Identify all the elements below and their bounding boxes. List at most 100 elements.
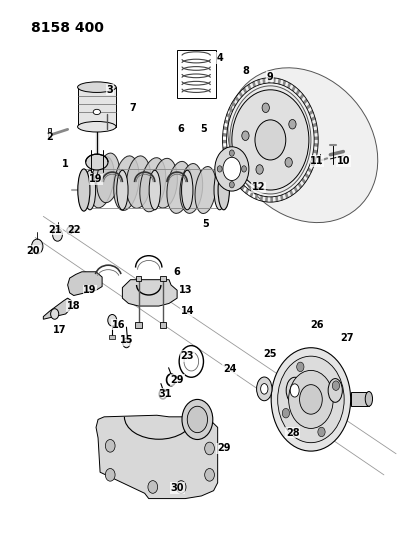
Ellipse shape bbox=[256, 377, 272, 401]
Polygon shape bbox=[275, 196, 278, 202]
Circle shape bbox=[215, 147, 249, 191]
Polygon shape bbox=[282, 80, 286, 86]
Circle shape bbox=[242, 131, 249, 141]
Text: 31: 31 bbox=[158, 389, 172, 399]
Polygon shape bbox=[313, 149, 318, 154]
Polygon shape bbox=[235, 96, 240, 102]
Circle shape bbox=[205, 469, 215, 481]
Polygon shape bbox=[43, 298, 72, 319]
Text: 24: 24 bbox=[223, 365, 237, 374]
Polygon shape bbox=[230, 170, 235, 176]
Text: 11: 11 bbox=[310, 156, 324, 166]
Ellipse shape bbox=[328, 378, 342, 402]
Polygon shape bbox=[254, 193, 258, 200]
Text: 29: 29 bbox=[217, 443, 231, 454]
Bar bbox=[78, 87, 116, 127]
Bar bbox=[160, 276, 166, 281]
Circle shape bbox=[242, 166, 247, 172]
Text: 29: 29 bbox=[171, 375, 184, 385]
Circle shape bbox=[53, 229, 62, 241]
Circle shape bbox=[297, 362, 304, 372]
Ellipse shape bbox=[84, 170, 96, 210]
Polygon shape bbox=[238, 91, 243, 98]
Polygon shape bbox=[249, 191, 254, 197]
Circle shape bbox=[332, 381, 339, 390]
Text: 9: 9 bbox=[267, 71, 274, 82]
Circle shape bbox=[217, 166, 222, 172]
Ellipse shape bbox=[78, 82, 116, 92]
Text: 4: 4 bbox=[216, 53, 223, 63]
Bar bbox=[48, 128, 51, 138]
Bar bbox=[160, 322, 166, 328]
Ellipse shape bbox=[117, 170, 128, 210]
Text: 12: 12 bbox=[252, 182, 265, 192]
Polygon shape bbox=[223, 133, 227, 137]
Text: 2: 2 bbox=[46, 132, 53, 142]
Text: 25: 25 bbox=[263, 349, 277, 359]
Text: 10: 10 bbox=[337, 156, 350, 166]
Polygon shape bbox=[273, 78, 276, 83]
Text: 14: 14 bbox=[180, 306, 194, 316]
Bar bbox=[136, 276, 141, 281]
Polygon shape bbox=[262, 78, 266, 84]
Circle shape bbox=[105, 440, 115, 452]
Polygon shape bbox=[252, 81, 256, 87]
Polygon shape bbox=[247, 84, 252, 90]
Polygon shape bbox=[224, 152, 228, 157]
Text: 28: 28 bbox=[286, 427, 300, 438]
Polygon shape bbox=[278, 78, 281, 84]
Polygon shape bbox=[314, 130, 318, 134]
Polygon shape bbox=[306, 104, 311, 110]
Polygon shape bbox=[310, 161, 314, 167]
Polygon shape bbox=[242, 87, 247, 93]
Circle shape bbox=[232, 90, 309, 190]
Polygon shape bbox=[314, 143, 318, 147]
Circle shape bbox=[205, 442, 215, 455]
Ellipse shape bbox=[85, 154, 108, 170]
Ellipse shape bbox=[286, 377, 303, 403]
Text: 16: 16 bbox=[111, 319, 125, 329]
Polygon shape bbox=[260, 196, 263, 201]
Text: 17: 17 bbox=[53, 325, 66, 335]
Text: 7: 7 bbox=[129, 103, 136, 114]
Text: 8: 8 bbox=[242, 66, 249, 76]
Text: 15: 15 bbox=[120, 335, 133, 345]
Polygon shape bbox=[298, 182, 302, 189]
Ellipse shape bbox=[290, 384, 299, 397]
Circle shape bbox=[32, 239, 43, 254]
Ellipse shape bbox=[93, 109, 101, 115]
Polygon shape bbox=[314, 136, 318, 140]
Circle shape bbox=[223, 157, 241, 181]
Polygon shape bbox=[225, 159, 230, 164]
Circle shape bbox=[289, 119, 296, 129]
Circle shape bbox=[182, 399, 213, 440]
Ellipse shape bbox=[230, 86, 311, 194]
Circle shape bbox=[229, 150, 234, 156]
Polygon shape bbox=[237, 180, 241, 187]
Polygon shape bbox=[312, 123, 317, 127]
Ellipse shape bbox=[90, 156, 114, 208]
Polygon shape bbox=[296, 89, 300, 95]
Circle shape bbox=[285, 158, 292, 167]
Polygon shape bbox=[270, 197, 273, 202]
Circle shape bbox=[318, 427, 325, 437]
Polygon shape bbox=[231, 101, 236, 107]
Polygon shape bbox=[68, 272, 102, 295]
Polygon shape bbox=[265, 197, 268, 202]
Text: 6: 6 bbox=[174, 267, 180, 277]
Text: 6: 6 bbox=[178, 124, 185, 134]
Polygon shape bbox=[289, 190, 293, 196]
Ellipse shape bbox=[214, 170, 225, 210]
Circle shape bbox=[67, 227, 72, 235]
Polygon shape bbox=[311, 116, 316, 121]
Text: 23: 23 bbox=[180, 351, 194, 361]
Ellipse shape bbox=[261, 384, 268, 394]
Polygon shape bbox=[303, 99, 308, 104]
Ellipse shape bbox=[167, 161, 192, 213]
Ellipse shape bbox=[78, 169, 90, 211]
Circle shape bbox=[300, 385, 322, 414]
Polygon shape bbox=[294, 187, 298, 192]
Ellipse shape bbox=[78, 122, 116, 132]
Polygon shape bbox=[291, 85, 296, 92]
Polygon shape bbox=[233, 175, 238, 181]
